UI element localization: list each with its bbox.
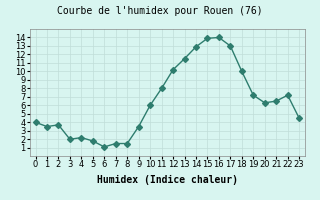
X-axis label: Humidex (Indice chaleur): Humidex (Indice chaleur): [97, 175, 238, 185]
Text: Courbe de l'humidex pour Rouen (76): Courbe de l'humidex pour Rouen (76): [57, 6, 263, 16]
